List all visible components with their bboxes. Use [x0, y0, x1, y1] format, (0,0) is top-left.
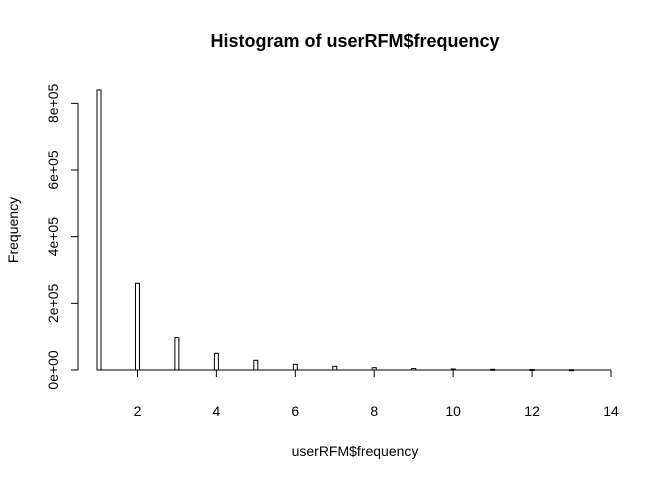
x-tick-label: 14 [603, 403, 619, 419]
y-tick-label: 0e+00 [45, 350, 61, 390]
y-tick-label: 2e+05 [45, 283, 61, 323]
histogram-bar [174, 337, 180, 371]
x-tick-label: 10 [445, 403, 461, 419]
x-axis: 2 4 6 8 10 12 14 [134, 369, 619, 419]
y-tick-label: 6e+05 [45, 150, 61, 190]
x-tick-label: 6 [291, 403, 299, 419]
y-tick-label: 4e+05 [45, 217, 61, 257]
y-tick-label: 8e+05 [45, 83, 61, 123]
x-axis-label: userRFM$frequency [292, 443, 419, 459]
histogram-bar [292, 363, 298, 371]
chart-title: Histogram of userRFM$frequency [210, 31, 499, 51]
y-axis: 0e+00 2e+05 4e+05 6e+05 8e+05 [45, 83, 79, 390]
histogram-bar [96, 89, 102, 371]
histogram-bar [135, 282, 140, 371]
x-tick-label: 4 [212, 403, 220, 419]
y-axis-label: Frequency [5, 197, 21, 263]
histogram-bar [332, 365, 338, 371]
histogram-bar [213, 352, 219, 371]
x-tick-label: 8 [370, 403, 378, 419]
x-tick-label: 2 [134, 403, 142, 419]
histogram-bar [253, 359, 259, 371]
x-tick-label: 12 [524, 403, 540, 419]
bars-layer [96, 89, 611, 372]
